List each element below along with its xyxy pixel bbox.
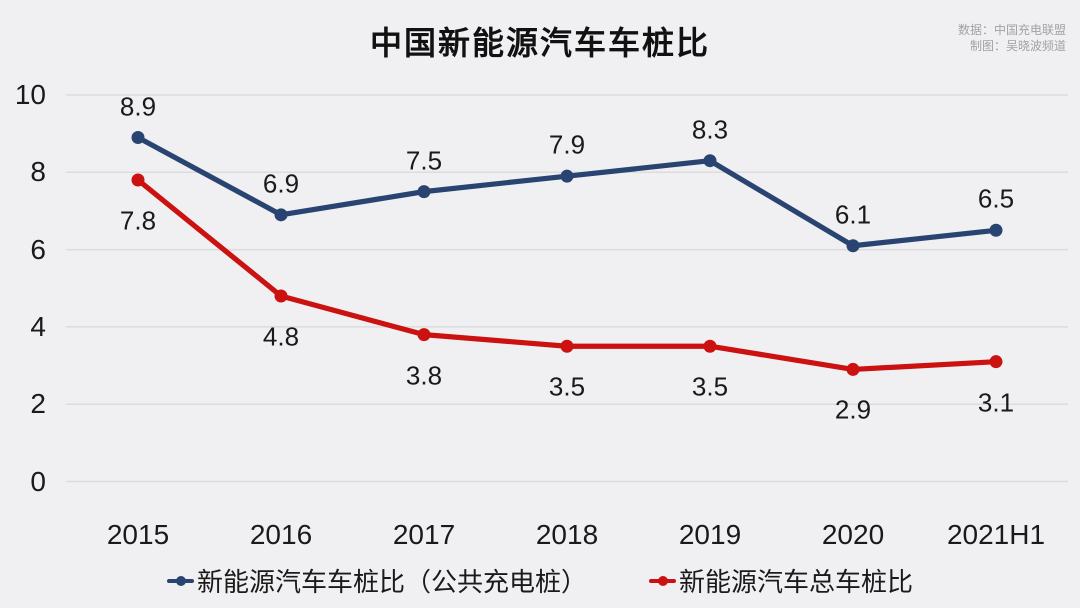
red-line-marker-icon [649,575,676,586]
data-point [989,355,1003,369]
source-credit: 数据：中国充电联盟 制图：吴晓波频道 [958,22,1066,54]
legend-item-total-pile-ratio: 新能源汽车总车桩比 [649,562,913,599]
data-point [846,362,860,376]
data-point [131,131,145,145]
legend-item-public-pile-ratio: 新能源汽车车桩比（公共充电桩） [166,562,587,599]
source-author-line: 制图：吴晓波频道 [969,39,1066,53]
data-point [417,185,431,199]
source-data-line: 数据：中国充电联盟 [957,23,1066,37]
data-point [703,154,717,168]
series-line [135,134,999,249]
data-point [274,208,288,222]
data-point [417,328,431,342]
blue-line-marker-icon [166,575,194,586]
data-point [131,173,145,187]
data-point [703,339,717,353]
data-point [846,239,860,253]
legend-label: 新能源汽车总车桩比 [679,567,914,597]
data-point [560,339,574,353]
chart-title: 中国新能源汽车车桩比 [369,25,710,61]
data-point [560,169,574,183]
legend-label: 新能源汽车车桩比（公共充电桩） [196,567,587,597]
chart-legend: 新能源汽车车桩比（公共充电桩） 新能源汽车总车桩比 [0,562,1080,599]
data-point [274,289,288,303]
data-point [989,223,1003,237]
